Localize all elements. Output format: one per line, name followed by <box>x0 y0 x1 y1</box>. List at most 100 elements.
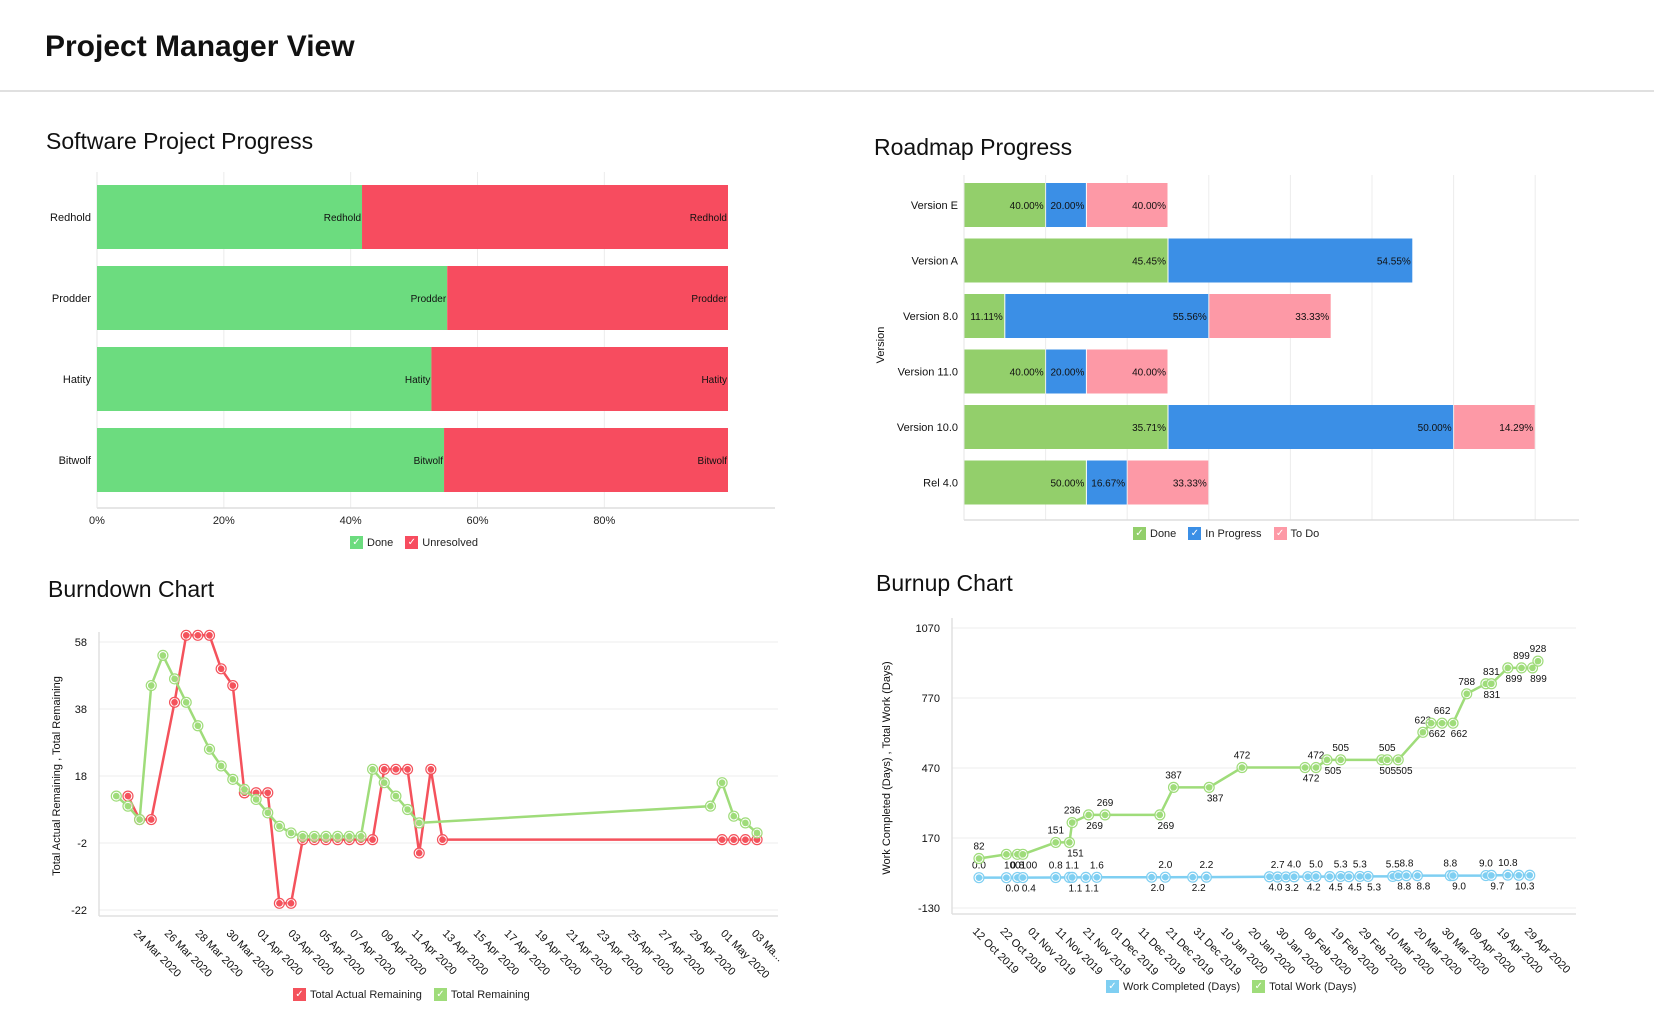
legend-item-done[interactable]: ✓ Done <box>1133 527 1176 540</box>
data-point <box>1438 719 1446 727</box>
bar-done <box>97 185 363 249</box>
legend-item-work-completed-days-[interactable]: ✓ Work Completed (Days) <box>1106 980 1240 993</box>
bar-unresolved <box>444 428 728 492</box>
legend-item-in-progress[interactable]: ✓ In Progress <box>1188 527 1262 540</box>
bar-done <box>964 460 1086 505</box>
legend-item-unresolved[interactable]: ✓ Unresolved <box>405 536 478 549</box>
legend-item-to-do[interactable]: ✓ To Do <box>1273 527 1320 540</box>
data-point <box>1066 839 1073 846</box>
bar-unresolved <box>431 347 728 411</box>
bar-label-done: 11.11% <box>970 312 1003 323</box>
data-label: 8.8 <box>1397 882 1411 893</box>
y-tick-label: 770 <box>922 693 940 705</box>
data-point <box>287 829 295 837</box>
legend-check-icon: ✓ <box>293 988 306 1001</box>
data-point <box>252 796 260 803</box>
legend-item-done[interactable]: ✓ Done <box>350 536 393 549</box>
data-point <box>1156 811 1164 819</box>
legend-item-total-remaining[interactable]: ✓ Total Remaining <box>433 988 530 1001</box>
data-label: 8.8 <box>1399 859 1413 870</box>
legend-check-icon: ✓ <box>1133 527 1146 540</box>
data-point <box>311 833 318 840</box>
data-label: 5.3 <box>1353 859 1367 870</box>
bar-label-done: 35.71% <box>1132 423 1166 434</box>
data-point <box>229 682 237 689</box>
data-point <box>299 833 307 840</box>
software-progress-legend: ✓ Done ✓ Unresolved <box>350 536 484 549</box>
data-point <box>1312 873 1320 880</box>
legend-check-icon: ✓ <box>433 988 447 1001</box>
data-point <box>380 779 388 786</box>
bar-label-unresolved: Bitwolf <box>698 456 728 467</box>
data-point <box>287 900 295 907</box>
legend-label: In Progress <box>1205 527 1262 540</box>
data-point <box>742 819 749 827</box>
data-point <box>1515 871 1523 879</box>
data-point <box>206 632 213 639</box>
data-point <box>427 766 435 773</box>
data-label: 8.8 <box>1416 882 1430 893</box>
category-label: Rel 4.0 <box>923 478 958 490</box>
data-point <box>1101 811 1109 819</box>
data-label: 2.7 <box>1271 860 1285 871</box>
bar-label-in-progress: 50.00% <box>1418 423 1452 434</box>
data-label: 151 <box>1047 825 1064 836</box>
burndown-chart: 58 38 18 -2 -22 Total Actual Remaining , Tota… <box>51 629 785 981</box>
data-label: 3.2 <box>1285 883 1299 894</box>
data-point <box>1019 874 1027 881</box>
bar-label-done: Redhold <box>324 213 361 224</box>
data-point <box>707 802 714 810</box>
data-label: 8.8 <box>1443 859 1457 870</box>
data-point <box>730 812 738 820</box>
data-point <box>1093 873 1101 881</box>
data-point <box>1345 873 1353 880</box>
category-label: Version 8.0 <box>903 311 958 323</box>
data-point <box>369 766 376 773</box>
data-point <box>113 792 120 800</box>
data-label: 1.1 <box>1085 883 1099 894</box>
legend-check-icon: ✓ <box>1106 980 1119 993</box>
data-label: 2.0 <box>1158 860 1172 871</box>
data-point <box>1337 873 1344 880</box>
data-point <box>1301 764 1309 771</box>
y-tick-label: 470 <box>922 763 940 775</box>
data-label: 4.5 <box>1329 883 1343 894</box>
data-point <box>392 766 400 773</box>
data-label: 0.8 <box>1049 860 1063 871</box>
legend-label: Total Remaining <box>450 988 530 1001</box>
legend-item-total-actual-remaining[interactable]: ✓ Total Actual Remaining <box>293 988 422 1001</box>
bar-unresolved <box>447 266 728 330</box>
data-point <box>1003 874 1010 881</box>
data-point <box>171 675 178 683</box>
data-point <box>124 802 132 810</box>
data-point <box>276 822 283 830</box>
page-title: Project Manager View <box>45 30 355 63</box>
bar-done <box>964 405 1168 449</box>
bar-in-progress <box>1168 405 1454 449</box>
data-label: 623 <box>1415 715 1432 726</box>
bar-to-do <box>1127 460 1209 505</box>
data-point <box>194 632 202 639</box>
data-label: 269 <box>1157 821 1174 832</box>
data-point <box>404 806 411 813</box>
data-point <box>322 833 330 840</box>
data-point <box>1463 690 1471 698</box>
bar-label-in-progress: 20.00% <box>1050 368 1084 379</box>
data-label: 4.0 <box>1287 860 1301 871</box>
software-progress-chart: 0% 20% 40% 60% 80% Redhold Redhold Redhold Prodd… <box>50 172 775 527</box>
data-point <box>1205 784 1213 791</box>
data-point <box>1414 872 1421 879</box>
data-point <box>229 776 237 783</box>
data-point <box>975 874 983 881</box>
data-label: 4.5 <box>1348 883 1362 894</box>
data-label: 82 <box>973 842 985 853</box>
data-point <box>136 816 143 823</box>
legend-label: To Do <box>1290 527 1320 540</box>
legend-label: Work Completed (Days) <box>1123 980 1241 993</box>
page-header: Project Manager View <box>0 0 1654 92</box>
data-point <box>334 833 341 840</box>
data-point <box>346 833 353 840</box>
legend-item-total-work-days-[interactable]: ✓ Total Work (Days) <box>1252 980 1356 993</box>
data-point <box>1170 784 1177 791</box>
bar-unresolved <box>362 185 728 249</box>
